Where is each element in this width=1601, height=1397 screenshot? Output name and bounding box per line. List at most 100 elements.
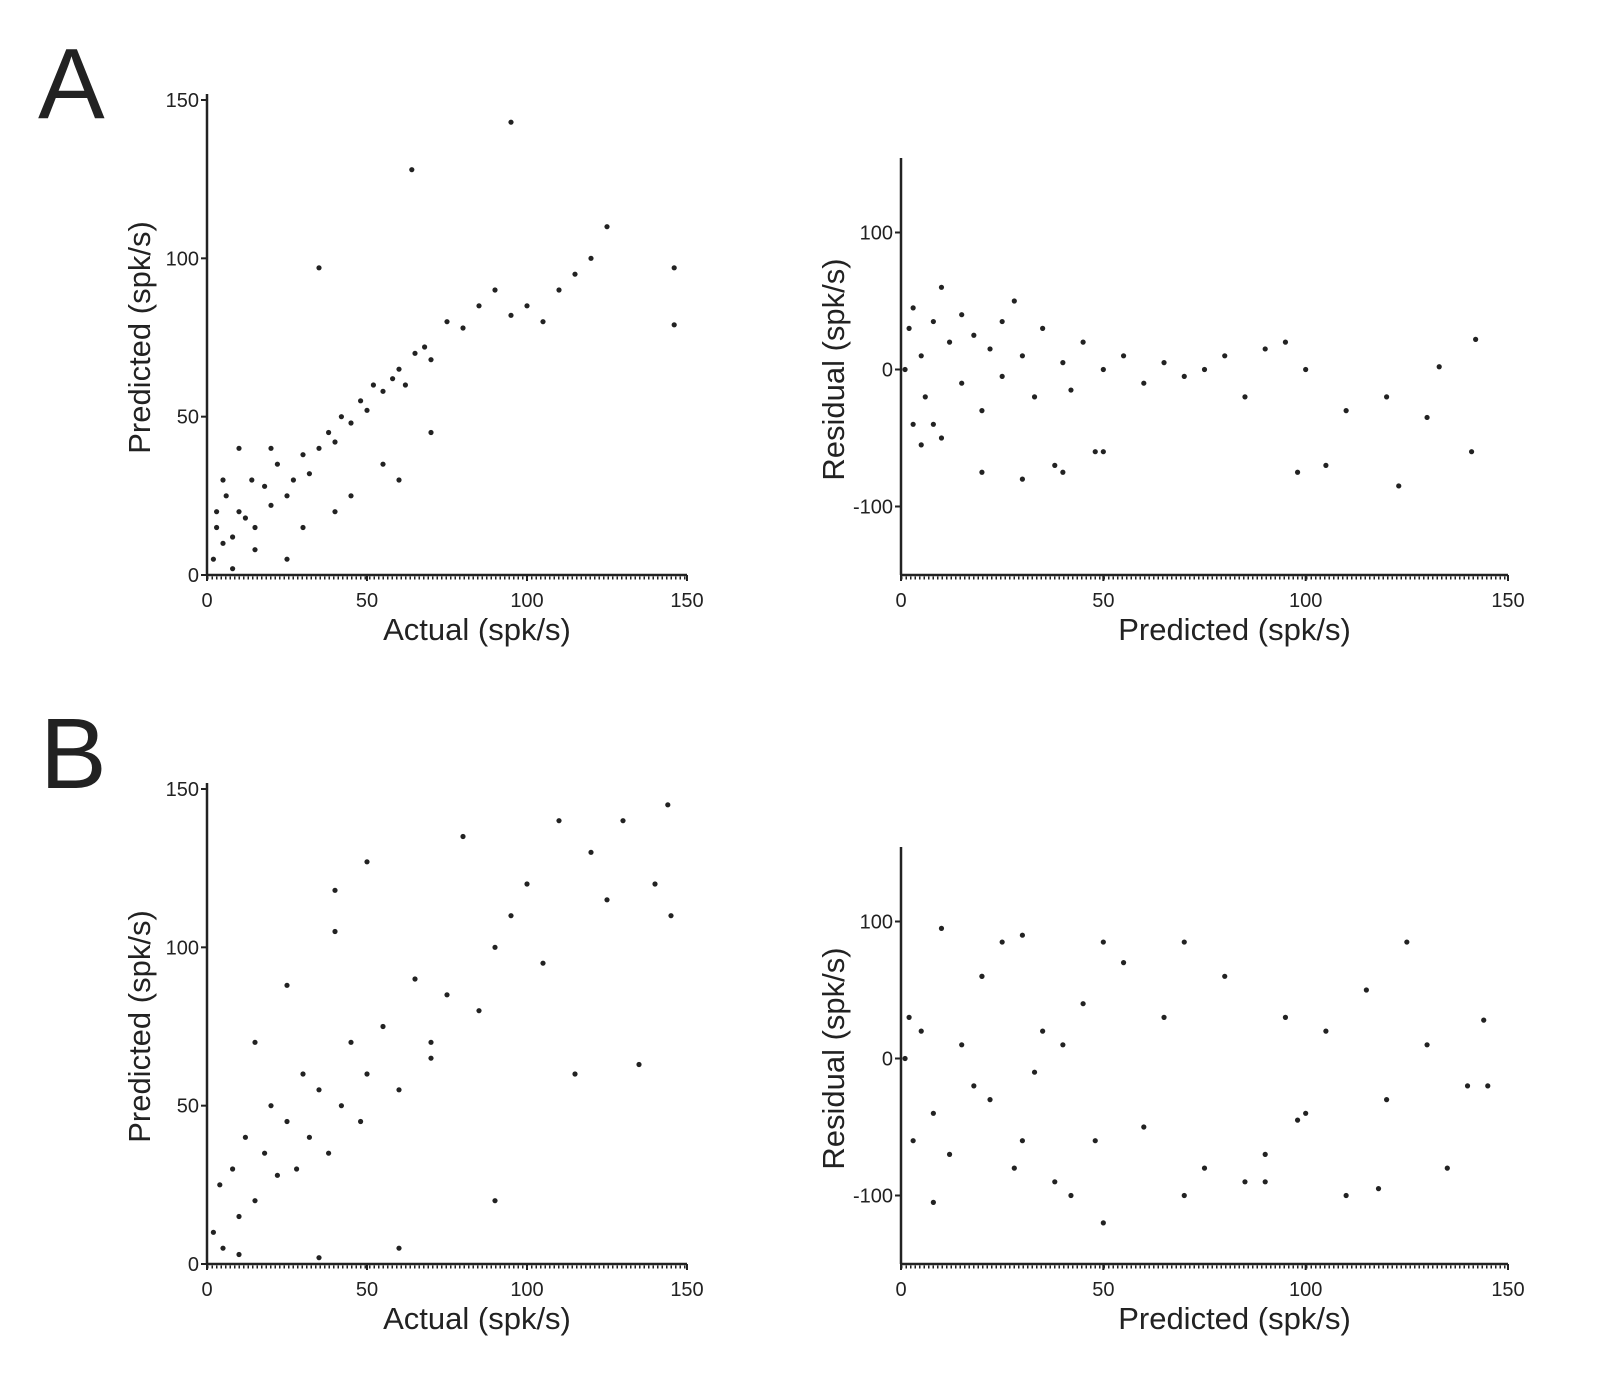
point — [979, 408, 985, 414]
x-axis-label: Actual (spk/s) — [383, 1301, 571, 1336]
point — [1444, 1165, 1450, 1171]
point — [422, 344, 428, 350]
point — [1060, 1042, 1066, 1048]
point — [671, 322, 677, 328]
x-tick-label: 150 — [1491, 1279, 1524, 1301]
x-tick-label: 0 — [895, 1279, 906, 1301]
point — [348, 420, 354, 426]
point — [987, 1097, 993, 1103]
point — [1303, 366, 1309, 373]
point — [300, 1071, 306, 1077]
y-axis-label: Residual (spk/s) — [816, 947, 851, 1169]
point — [1242, 1179, 1248, 1185]
point — [1092, 1138, 1098, 1144]
point — [1473, 336, 1479, 342]
point — [508, 119, 514, 125]
point — [252, 1039, 258, 1045]
x-axis-label: Actual (spk/s) — [383, 612, 571, 647]
point — [556, 818, 562, 824]
point — [262, 483, 268, 489]
x-tick-label: 150 — [670, 1279, 703, 1301]
point — [922, 394, 928, 400]
point — [332, 887, 338, 893]
point — [1464, 1083, 1471, 1089]
point — [1222, 353, 1228, 359]
point — [1323, 462, 1329, 468]
point — [326, 429, 332, 436]
panel: -100 0 100 0 50 100 150 Predicted (spk/s) Residu… — [816, 847, 1525, 1336]
x-tick-label: 100 — [510, 1279, 543, 1301]
point — [1100, 1220, 1106, 1226]
point — [236, 509, 242, 515]
y-tick-label: 0 — [882, 1049, 893, 1071]
point — [1242, 394, 1248, 400]
point — [938, 284, 945, 290]
point — [268, 1103, 274, 1109]
point — [252, 1198, 258, 1204]
panel: A 0 50 100 150 0 50 100 150 Actual (spk/s) Predict… — [38, 28, 704, 647]
point — [999, 373, 1005, 379]
point — [230, 566, 236, 572]
y-axis-label: Predicted (spk/s) — [122, 910, 157, 1143]
panel-letter: B — [40, 698, 107, 810]
point — [428, 429, 434, 436]
point — [910, 421, 916, 427]
point — [971, 1083, 977, 1089]
point — [316, 265, 322, 271]
point — [540, 319, 546, 325]
y-axis-label: Residual (spk/s) — [816, 258, 851, 480]
panel: -100 0 100 0 50 100 150 Predicted (spk/s) Residu… — [816, 158, 1525, 647]
point — [668, 913, 674, 919]
point — [230, 534, 236, 540]
point — [1011, 298, 1017, 304]
y-tick-label: 100 — [860, 912, 893, 934]
point — [1031, 394, 1038, 400]
x-tick-label: 50 — [1092, 1279, 1114, 1301]
x-axis-label: Predicted (spk/s) — [1118, 612, 1351, 647]
point — [1141, 1124, 1147, 1130]
point — [1031, 1069, 1038, 1075]
point — [1396, 483, 1402, 489]
y-tick-label: 50 — [177, 1096, 199, 1118]
point — [236, 445, 242, 451]
point — [223, 493, 229, 499]
x-tick-label: 50 — [356, 1279, 378, 1301]
point — [294, 1166, 300, 1172]
point — [1100, 939, 1106, 945]
y-tick-label: 0 — [188, 565, 199, 587]
point — [326, 1150, 332, 1156]
point — [274, 461, 280, 467]
point — [1060, 469, 1066, 475]
point — [902, 1055, 908, 1062]
point — [556, 287, 562, 293]
point — [1040, 325, 1046, 331]
point — [316, 1255, 322, 1261]
point — [380, 461, 386, 467]
point — [210, 1229, 216, 1235]
point — [332, 509, 338, 515]
point — [999, 318, 1005, 325]
point — [236, 1213, 242, 1220]
point — [284, 493, 290, 499]
point — [268, 502, 274, 508]
x-tick-label: 100 — [510, 590, 543, 612]
point — [1323, 1028, 1329, 1034]
point — [290, 477, 296, 483]
point — [316, 445, 322, 451]
point — [1181, 373, 1187, 379]
point — [1282, 339, 1289, 345]
point — [1294, 1117, 1301, 1123]
point — [508, 312, 514, 318]
point — [1222, 973, 1228, 979]
point — [396, 477, 402, 483]
point — [1052, 462, 1058, 468]
point — [358, 398, 364, 404]
point — [284, 1118, 290, 1125]
point — [428, 357, 434, 363]
point — [306, 471, 312, 477]
point — [476, 1008, 482, 1014]
point — [364, 859, 370, 865]
point — [1120, 353, 1127, 359]
panel: B 0 50 100 150 0 50 100 150 Actual (spk/s) Predict… — [40, 698, 704, 1336]
point — [987, 346, 993, 352]
